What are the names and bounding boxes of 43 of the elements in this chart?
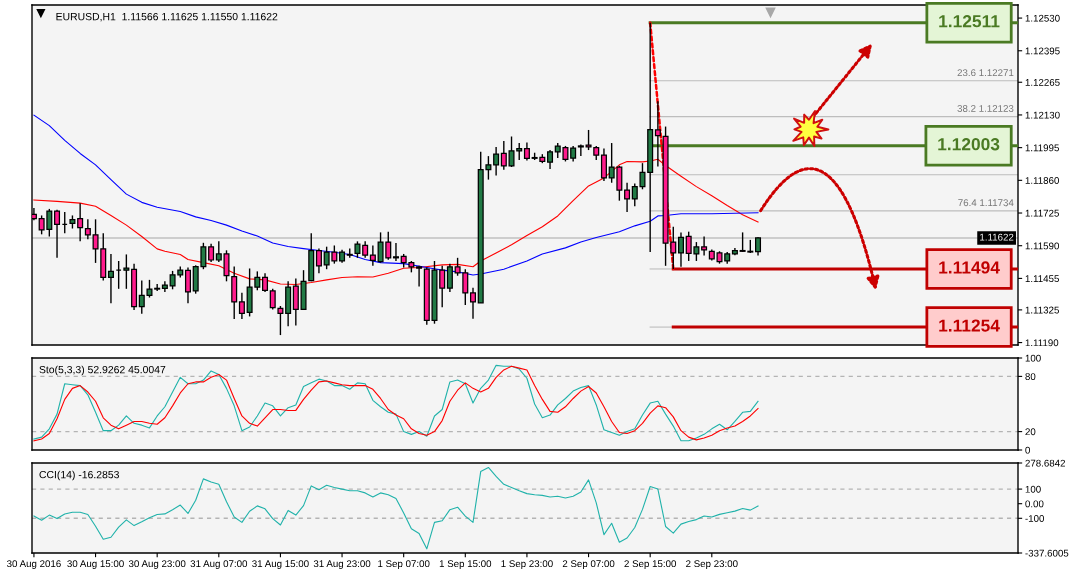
x-tick-label: 30 Aug 23:00 (128, 560, 186, 570)
text: EURUSD,H1 1.11566 1.11625 1.11550 1.11622 (56, 12, 278, 22)
text: CCI(14) -16.2853 (39, 470, 119, 481)
y-tick-label: 1.11590 (1025, 242, 1059, 250)
y-tick-label: 1.11190 (1025, 339, 1059, 347)
data-label: 1.11494 (939, 261, 1000, 274)
data-label: 76.4 1.11734 (958, 199, 1014, 207)
x-tick-label: 31 Aug 07:00 (190, 560, 248, 570)
text: Sto(5,3,3) 52.9262 45.0047 (39, 365, 166, 376)
y-tick-label: 100 (1025, 354, 1041, 362)
x-tick-label: 2 Sep 15:00 (624, 560, 677, 570)
data-label: 1.12003 (938, 138, 1000, 151)
y-tick-label: 278.6842 (1025, 459, 1066, 467)
data-label: 1.11254 (939, 319, 1000, 332)
y-tick-label: 1.12130 (1025, 111, 1060, 119)
x-tick-label: 30 Aug 15:00 (67, 560, 124, 570)
y-tick-label: 1.11725 (1025, 209, 1059, 217)
y-tick-label: -337.6005 (1025, 549, 1069, 557)
annotation: 1.11622 (980, 233, 1014, 241)
y-tick-label: 1.11455 (1025, 275, 1059, 283)
x-tick-label: 1 Sep 23:00 (501, 560, 553, 570)
x-tick-label: 1 Sep 07:00 (378, 560, 430, 570)
y-tick-label: 1.12395 (1025, 47, 1060, 55)
y-tick-label: 20 (1025, 428, 1036, 436)
y-tick-label: 1.11995 (1025, 144, 1059, 152)
x-tick-label: 2 Sep 23:00 (686, 560, 738, 570)
y-tick-label: 1.11325 (1025, 306, 1059, 314)
x-tick-label: 31 Aug 15:00 (252, 560, 309, 570)
y-tick-label: 1.11860 (1025, 177, 1059, 184)
x-tick-label: 30 Aug 2016 (6, 560, 61, 570)
y-tick-label: 0 (1025, 446, 1030, 454)
data-label: 1.12511 (939, 15, 1000, 28)
y-tick-label: 80 (1025, 373, 1036, 381)
x-tick-label: 1 Sep 15:00 (439, 560, 492, 570)
y-tick-label: 100 (1025, 485, 1041, 493)
x-tick-label: 31 Aug 23:00 (313, 560, 371, 570)
data-label: 38.2 1.12123 (957, 105, 1014, 112)
y-tick-label: -100 (1025, 515, 1045, 522)
x-tick-label: 2 Sep 07:00 (562, 560, 615, 570)
data-label: 23.6 1.12271 (957, 69, 1014, 77)
y-tick-label: 1.12530 (1025, 14, 1060, 22)
y-tick-label: 1.12265 (1025, 78, 1060, 86)
y-tick-label: 0.00 (1025, 500, 1044, 508)
